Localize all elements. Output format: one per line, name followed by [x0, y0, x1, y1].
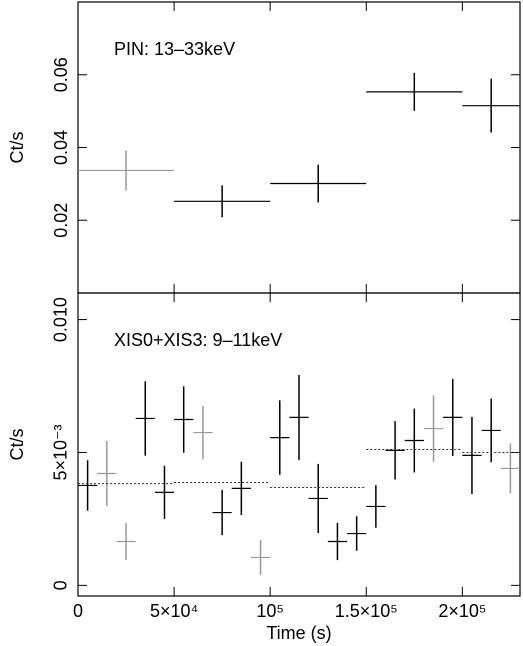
- y-axis-label: Ct/s: [7, 131, 27, 163]
- x-tick-label: 1.5×10⁵: [335, 601, 398, 621]
- x-tick-label: 5×10⁴: [150, 601, 198, 621]
- x-tick-label: 10⁵: [256, 601, 283, 621]
- y-tick-label: 5×10⁻³: [51, 424, 71, 480]
- y-tick-label: 0: [51, 580, 71, 590]
- y-tick-label: 0.02: [51, 203, 71, 238]
- x-tick-label: 2×10⁵: [438, 601, 486, 621]
- y-tick-label: 0.04: [51, 130, 71, 165]
- plot-frame: [77, 292, 521, 597]
- y-tick-label: 0.010: [51, 297, 71, 342]
- x-tick-label: 0: [73, 601, 83, 621]
- y-axis-label: Ct/s: [7, 428, 27, 460]
- annotation: PIN: 13–33keV: [114, 39, 235, 59]
- x-axis-label: Time (s): [266, 623, 331, 643]
- y-tick-label: 0.06: [51, 57, 71, 92]
- annotation: XIS0+XIS3: 9–11keV: [114, 330, 282, 350]
